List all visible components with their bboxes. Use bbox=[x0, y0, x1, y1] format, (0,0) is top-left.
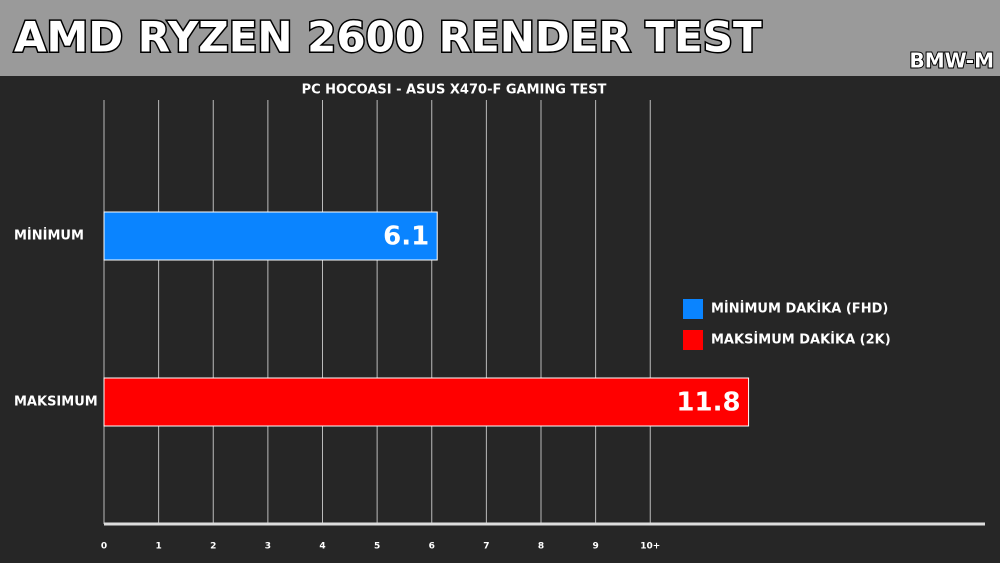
chart-title: AMD RYZEN 2600 RENDER TEST bbox=[14, 13, 762, 62]
x-tick-label: 3 bbox=[265, 542, 271, 552]
x-tick-label: 9 bbox=[592, 542, 598, 552]
legend-label: MİNİMUM DAKİKA (FHD) bbox=[711, 301, 888, 317]
x-tick-label: 6 bbox=[429, 542, 435, 552]
subtitle: PC HOCOASI - ASUS X470-F GAMING TEST bbox=[302, 83, 607, 98]
legend-label: MAKSİMUM DAKİKA (2K) bbox=[711, 332, 891, 348]
legend-swatch bbox=[683, 330, 703, 350]
plot-area: 0 1 2 3 4 5 6 7 8 9 10+ MİNİMUM MAKSIMUM 6.1 MİNİMUM D… bbox=[14, 100, 891, 552]
x-tick-label: 4 bbox=[319, 542, 325, 552]
legend-swatch bbox=[683, 299, 703, 319]
x-tick-label: 1 bbox=[155, 542, 161, 552]
watermark: BMW-M bbox=[909, 49, 994, 73]
value-label: 11.8 bbox=[676, 388, 740, 418]
x-tick-label: 5 bbox=[374, 542, 380, 552]
x-tick-label: 10+ bbox=[640, 542, 660, 552]
y-tick-label: MİNİMUM bbox=[14, 228, 84, 244]
x-tick-label: 2 bbox=[210, 542, 216, 552]
header-band bbox=[0, 0, 1000, 76]
x-tick-label: 7 bbox=[483, 542, 489, 552]
x-tick-label: 0 bbox=[101, 542, 107, 552]
value-label: 6.1 bbox=[383, 222, 429, 252]
x-tick-label: 8 bbox=[538, 542, 544, 552]
y-tick-label: MAKSIMUM bbox=[14, 395, 98, 410]
bar bbox=[103, 377, 750, 427]
bar bbox=[103, 211, 438, 261]
